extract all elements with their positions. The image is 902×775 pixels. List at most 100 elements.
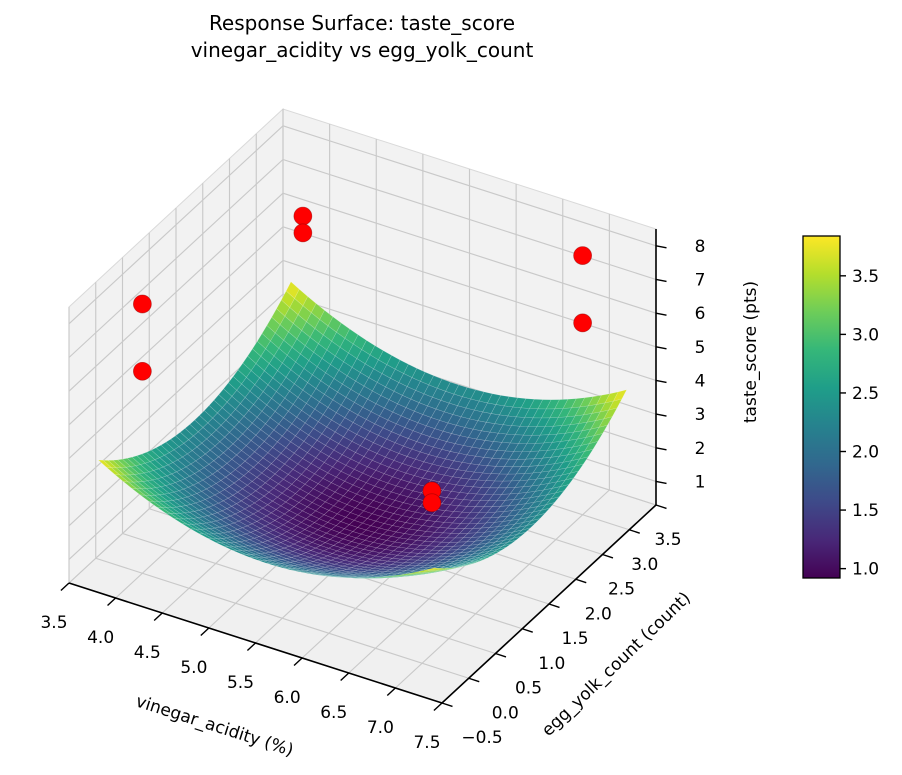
y-tick [441, 702, 453, 708]
surface-cell [425, 567, 439, 571]
y-tick [548, 603, 560, 609]
y-tick-label: 1.5 [561, 629, 588, 649]
z-tick [655, 346, 667, 350]
surface-cell [559, 477, 575, 488]
z-tick [655, 312, 667, 316]
x-tick-label: 5.0 [180, 658, 207, 678]
colorbar-ticks: 1.0 1.5 2.0 2.5 3.0 3.5 [840, 267, 879, 580]
z-tick-label: 1 [695, 472, 706, 492]
z-grid-right-wall [282, 259, 657, 382]
surface-cell [435, 567, 449, 571]
x-tick [340, 672, 350, 682]
x-tick-label: 4.5 [134, 643, 161, 663]
colorbar-tick-label: 2.5 [852, 384, 879, 404]
z-tick [655, 379, 667, 384]
chart-title-line-2: vinegar_acidity vs egg_yolk_count [191, 38, 534, 62]
x-tick [200, 627, 210, 637]
surface-cell [444, 566, 459, 571]
x-tick [293, 657, 303, 667]
y-tick [468, 677, 480, 683]
z-tick-label: 3 [695, 405, 706, 425]
surface-mesh [97, 281, 628, 579]
scatter-point [293, 223, 313, 243]
z-grid-left-wall [68, 260, 284, 459]
z-grid-right-wall [282, 125, 657, 247]
scatter-point [133, 361, 152, 381]
surface-cell [464, 561, 478, 567]
colorbar-tick-label: 1.0 [852, 560, 879, 580]
scatter-point [293, 206, 313, 226]
colorbar-gradient [802, 235, 841, 579]
y-tick [495, 652, 507, 658]
x-tick [153, 612, 163, 622]
surface-cell [545, 496, 560, 506]
z-grid-left-wall [68, 293, 284, 493]
y-tick-label: 0.0 [492, 703, 519, 723]
x-tick [386, 687, 396, 697]
surface-cell [473, 557, 488, 563]
z-grid-left-wall [68, 192, 284, 392]
x-tick-label: 7.5 [413, 733, 440, 753]
z-grid-left-wall [68, 226, 284, 426]
z-grid-left-wall [68, 159, 284, 358]
x-tick-label: 6.0 [274, 688, 301, 708]
surface-cell [478, 555, 492, 561]
surface-cell [574, 456, 589, 467]
x-tick-label: 4.0 [87, 628, 114, 648]
surface-cell [593, 424, 608, 437]
x-tick-label: 3.5 [40, 613, 67, 633]
z-tick [655, 480, 667, 485]
surface-cell [535, 507, 551, 517]
y-tick [655, 504, 667, 510]
y-tick-label: 3.0 [631, 555, 658, 575]
y-grid-floor [122, 532, 496, 655]
y-tick-label: 2.0 [585, 604, 612, 624]
colorbar-tick-label: 2.0 [852, 443, 879, 463]
z-tick-label: 7 [695, 270, 706, 290]
surface-cell [516, 527, 531, 535]
x-tick-label: 6.5 [320, 703, 347, 723]
x-tick [433, 702, 443, 712]
z-grid-right-wall [282, 226, 657, 348]
y-tick-label: 2.5 [608, 580, 635, 600]
surface-cell [608, 398, 623, 411]
surface-cell [468, 559, 483, 565]
surface-cell [521, 522, 537, 531]
colorbar-tick-label: 3.0 [852, 325, 879, 345]
y-tick-label: 0.5 [515, 679, 542, 699]
x-tick [60, 582, 70, 592]
surface-cell [554, 484, 570, 494]
x-axis-label: vinegar_acidity (%) [133, 692, 296, 761]
y-tick-label: 1.0 [538, 654, 565, 674]
colorbar-tick-label: 3.5 [852, 267, 879, 287]
z-tick-label: 4 [695, 371, 706, 391]
y-grid-floor [95, 557, 469, 679]
y-tick [575, 578, 587, 584]
y-tick-label: 3.5 [654, 530, 681, 550]
z-tick-label: 8 [695, 237, 706, 257]
z-grid-right-wall [282, 192, 657, 314]
surface-cell [488, 550, 502, 556]
z-tick [655, 245, 667, 249]
y-tick [522, 628, 533, 633]
surface-cell [603, 407, 618, 420]
z-tick [655, 447, 667, 451]
axes-tick-labels: 3.5 4.0 4.5 5.0 5.5 6.0 6.5 7.0 7.5 −0.5 0.0 0.5 1.0… [40, 237, 705, 753]
surface-cell [507, 536, 521, 543]
scatter-point [573, 313, 592, 333]
axes-ticks [60, 245, 667, 712]
z-tick-label: 2 [695, 439, 706, 459]
x-tick-label: 7.0 [367, 718, 394, 738]
x-tick-label: 5.5 [227, 673, 254, 693]
z-axis-label: taste_score (pts) [741, 281, 761, 423]
z-tick-label: 6 [695, 304, 706, 324]
scatter-point [422, 493, 442, 513]
scatter-point [573, 246, 592, 265]
surface-cell [492, 546, 507, 553]
z-tick [655, 278, 667, 283]
scatter-points [133, 206, 592, 513]
z-grid-left-wall [68, 125, 284, 325]
z-grid-right-wall [282, 293, 657, 415]
